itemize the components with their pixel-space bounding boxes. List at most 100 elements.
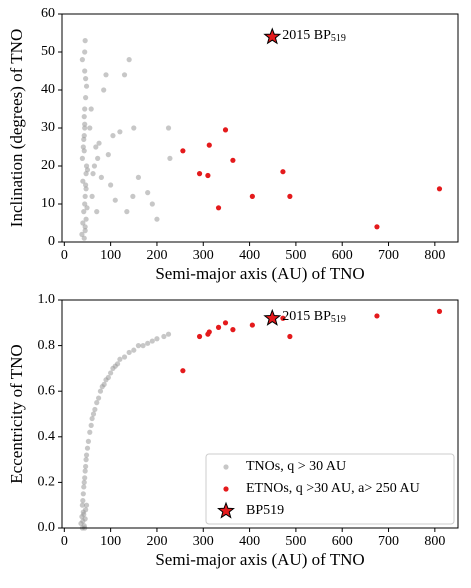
- x-tick-label: 700: [378, 248, 399, 263]
- point: [79, 231, 85, 237]
- point: [101, 381, 107, 387]
- point: [89, 193, 95, 199]
- x-tick-label: 400: [239, 534, 260, 549]
- y-axis-label: Inclination (degrees) of TNO: [7, 29, 26, 227]
- point: [88, 106, 94, 112]
- point: [81, 133, 87, 139]
- point: [108, 182, 114, 188]
- point: [130, 193, 136, 199]
- x-axis-label: Semi-major axis (AU) of TNO: [155, 550, 364, 569]
- y-tick-label: 40: [41, 82, 55, 97]
- point: [91, 163, 98, 169]
- point: [215, 324, 222, 330]
- point: [85, 438, 91, 444]
- star-point: [263, 27, 282, 45]
- point: [230, 157, 236, 163]
- x-tick-label: 0: [61, 534, 68, 549]
- point: [82, 121, 88, 127]
- axes-frame: [61, 13, 459, 243]
- legend-frame: [205, 453, 455, 525]
- point: [80, 220, 86, 226]
- point: [94, 400, 100, 406]
- y-tick-label: 0.4: [38, 429, 56, 444]
- point: [98, 174, 104, 180]
- point: [222, 320, 229, 326]
- annotation: 2015 BP519: [282, 309, 346, 325]
- y-tick-label: 0.6: [38, 383, 56, 398]
- y-tick-label: 0.8: [38, 338, 56, 353]
- point: [82, 68, 88, 74]
- point: [84, 167, 91, 173]
- annotation-text: 2015 BP: [282, 28, 331, 43]
- point: [82, 228, 88, 234]
- y-tick-label: 0: [48, 234, 55, 249]
- point: [230, 327, 236, 333]
- point: [110, 133, 116, 139]
- point: [108, 370, 114, 376]
- point: [135, 174, 142, 180]
- legend-label: ETNOs, q >30 AU, a> 250 AU: [246, 481, 420, 496]
- star-point: [263, 308, 282, 326]
- point: [82, 193, 88, 199]
- point: [95, 155, 101, 161]
- x-tick-label: 500: [285, 248, 306, 263]
- point: [145, 340, 151, 346]
- point: [83, 83, 90, 89]
- x-tick-label: 400: [239, 248, 260, 263]
- x-tick-label: 300: [193, 248, 214, 263]
- point: [81, 148, 87, 154]
- point: [131, 125, 137, 131]
- point: [82, 468, 88, 474]
- annotation-subscript: 519: [331, 33, 346, 44]
- point: [84, 445, 91, 451]
- point: [83, 186, 89, 192]
- y-tick-label: 50: [41, 44, 55, 59]
- point: [117, 129, 123, 135]
- point: [81, 209, 87, 215]
- point: [80, 178, 86, 184]
- point: [223, 486, 229, 492]
- y-tick-label: 0.2: [38, 475, 56, 490]
- point: [80, 509, 86, 515]
- x-tick-label: 500: [285, 534, 306, 549]
- subplot: 0 100 200 300 400 500 600 700 800 0.0 0.2 0.4 0.6 0.8…: [7, 292, 459, 569]
- point: [95, 395, 102, 401]
- point: [114, 361, 121, 367]
- point: [83, 216, 89, 222]
- point: [92, 406, 98, 413]
- point: [81, 479, 87, 485]
- y-tick-label: 60: [41, 6, 55, 21]
- point: [80, 498, 86, 504]
- point: [93, 144, 99, 150]
- point: [121, 72, 128, 78]
- point: [180, 148, 186, 154]
- x-tick-label: 800: [424, 534, 445, 549]
- point: [80, 491, 86, 497]
- x-tick-label: 200: [146, 248, 167, 263]
- point: [374, 224, 380, 230]
- point: [87, 125, 93, 131]
- point: [131, 347, 137, 353]
- x-tick-label: 100: [100, 248, 121, 263]
- point: [82, 224, 88, 230]
- point: [81, 484, 87, 490]
- point: [94, 209, 100, 215]
- point: [249, 322, 255, 328]
- point: [81, 136, 87, 142]
- point: [196, 333, 203, 340]
- point: [84, 205, 90, 211]
- point: [81, 114, 87, 120]
- point: [161, 333, 167, 340]
- point: [81, 235, 87, 241]
- x-tick-label: 0: [61, 248, 68, 263]
- axes-frame: [61, 299, 459, 529]
- point: [280, 169, 286, 175]
- point: [215, 205, 222, 211]
- point: [374, 313, 380, 319]
- point: [165, 125, 172, 131]
- point: [205, 172, 211, 179]
- y-tick-label: 10: [41, 196, 55, 211]
- star-point: [217, 501, 235, 519]
- point: [83, 502, 90, 508]
